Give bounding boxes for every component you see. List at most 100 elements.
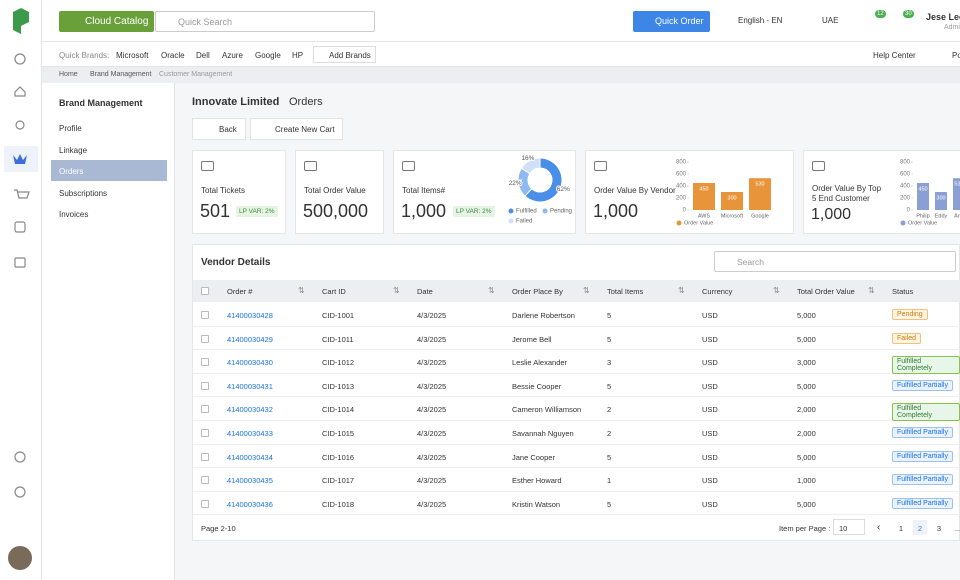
checkbox[interactable] xyxy=(201,287,209,295)
region-select[interactable]: UAE xyxy=(822,16,838,25)
page-number[interactable]: 3 xyxy=(932,520,946,535)
order-link[interactable]: 41400030432 xyxy=(227,405,273,414)
page-number[interactable]: ... xyxy=(951,520,960,535)
company-name: Innovate Limited xyxy=(192,96,279,108)
legend-swatch xyxy=(677,221,682,226)
nav-icon[interactable] xyxy=(14,190,29,198)
nav-icon[interactable] xyxy=(16,121,24,129)
create-cart-button[interactable]: Create New Cart xyxy=(250,118,343,140)
column-header[interactable]: Total Order Value xyxy=(797,287,855,296)
checkbox[interactable] xyxy=(201,311,209,319)
table-cell: 4/3/2025 xyxy=(417,429,446,438)
column-header[interactable]: Date xyxy=(417,287,433,296)
column-header[interactable]: Currency xyxy=(702,287,732,296)
order-link[interactable]: 41400030433 xyxy=(227,429,273,438)
table-cell: 5 xyxy=(607,335,611,344)
order-link[interactable]: 41400030429 xyxy=(227,335,273,344)
checkbox[interactable] xyxy=(201,382,209,390)
nav-icon[interactable] xyxy=(15,222,25,232)
sort-icon[interactable]: ⇅ xyxy=(393,286,400,295)
order-link[interactable]: 41400030436 xyxy=(227,500,273,509)
profile-menu[interactable]: Po xyxy=(952,51,960,60)
nav-icon[interactable] xyxy=(15,258,25,267)
table-cell: CID-1013 xyxy=(322,382,354,391)
quick-order-button[interactable]: Quick Order xyxy=(633,11,710,32)
nav-icon[interactable] xyxy=(15,87,25,96)
bar-value-label: 300 xyxy=(936,195,945,201)
brand-link[interactable]: Oracle xyxy=(161,51,185,60)
brand-link[interactable]: Google xyxy=(255,51,281,60)
sidebar-item[interactable]: Orders xyxy=(59,167,83,176)
user-name[interactable]: Jese Leos xyxy=(926,12,960,22)
nav-icon[interactable] xyxy=(15,452,25,462)
add-brands-button[interactable]: Add Brands xyxy=(313,46,376,63)
brand-link[interactable]: Dell xyxy=(196,51,210,60)
nav-icon[interactable] xyxy=(15,487,25,497)
sort-icon[interactable]: ⇅ xyxy=(583,286,590,295)
column-header[interactable]: Order # xyxy=(227,287,252,296)
order-link[interactable]: 41400030435 xyxy=(227,476,273,485)
cart-badge[interactable]: 30 xyxy=(903,10,914,18)
table-cell: 5,000 xyxy=(797,500,816,509)
notification-badge[interactable]: 12 xyxy=(875,10,886,18)
search-box[interactable]: Quick Search xyxy=(155,11,375,32)
column-header[interactable]: Total Items xyxy=(607,287,643,296)
y-tick-label: 0 xyxy=(683,208,687,214)
column-header[interactable]: Order Place By xyxy=(512,287,563,296)
prev-page[interactable]: ‹ xyxy=(877,522,880,533)
sidebar-item[interactable]: Linkage xyxy=(59,146,87,155)
sidebar-item[interactable]: Subscriptions xyxy=(59,189,107,198)
breadcrumb-item[interactable]: Home xyxy=(59,71,78,78)
column-header[interactable]: Status xyxy=(892,287,913,296)
status-badge: Pending xyxy=(892,309,928,320)
nav-icon[interactable] xyxy=(15,54,25,64)
order-link[interactable]: 41400030430 xyxy=(227,358,273,367)
table-row xyxy=(193,445,960,469)
order-link[interactable]: 41400030428 xyxy=(227,311,273,320)
checkbox[interactable] xyxy=(201,429,209,437)
page-number[interactable]: 1 xyxy=(894,520,908,535)
table-row xyxy=(193,468,960,492)
sort-icon[interactable]: ⇅ xyxy=(868,286,875,295)
help-center[interactable]: Help Center xyxy=(873,51,916,60)
brand-link[interactable]: Azure xyxy=(222,51,243,60)
table-search[interactable]: Search xyxy=(714,251,956,272)
back-button[interactable]: Back xyxy=(192,118,246,140)
brand-link[interactable]: Microsoft xyxy=(116,51,148,60)
sort-icon[interactable]: ⇅ xyxy=(298,286,305,295)
breadcrumb-item[interactable]: Brand Management xyxy=(90,71,151,78)
table-cell: CID-1018 xyxy=(322,500,354,509)
checkbox[interactable] xyxy=(201,358,209,366)
checkbox[interactable] xyxy=(201,335,209,343)
y-tick-label: 600 xyxy=(676,172,687,178)
order-link[interactable]: 41400030431 xyxy=(227,382,273,391)
column-header[interactable]: Cart ID xyxy=(322,287,346,296)
sidebar-item[interactable]: Invoices xyxy=(59,210,88,219)
logo xyxy=(13,8,29,34)
sidebar-item[interactable]: Profile xyxy=(59,124,82,133)
sort-icon[interactable]: ⇅ xyxy=(773,286,780,295)
brand-link[interactable]: HP xyxy=(292,51,303,60)
y-tick-label: 800 xyxy=(900,160,911,166)
order-link[interactable]: 41400030434 xyxy=(227,453,273,462)
checkbox[interactable] xyxy=(201,500,209,508)
table-cell: Cameron Williamson xyxy=(512,405,581,414)
checkbox[interactable] xyxy=(201,405,209,413)
y-tick-label: 0 xyxy=(907,208,911,214)
per-page-select[interactable]: 10 xyxy=(833,519,865,535)
sort-icon[interactable]: ⇅ xyxy=(678,286,685,295)
table-cell: 2 xyxy=(607,405,611,414)
sort-icon[interactable]: ⇅ xyxy=(488,286,495,295)
legend-label: Order Value xyxy=(684,220,713,226)
checkbox[interactable] xyxy=(201,453,209,461)
language-select[interactable]: English - EN xyxy=(738,16,782,25)
brand-button[interactable]: Cloud Catalog xyxy=(59,11,154,32)
avatar[interactable] xyxy=(8,546,32,570)
user-role: Admin xyxy=(944,24,960,31)
checkbox[interactable] xyxy=(201,476,209,484)
status-badge: Fulfilled Completely xyxy=(892,403,960,421)
y-tick-label: 800 xyxy=(676,160,687,166)
status-badge: Fulfilled Completely xyxy=(892,356,960,374)
page-number[interactable]: 2 xyxy=(913,520,927,535)
